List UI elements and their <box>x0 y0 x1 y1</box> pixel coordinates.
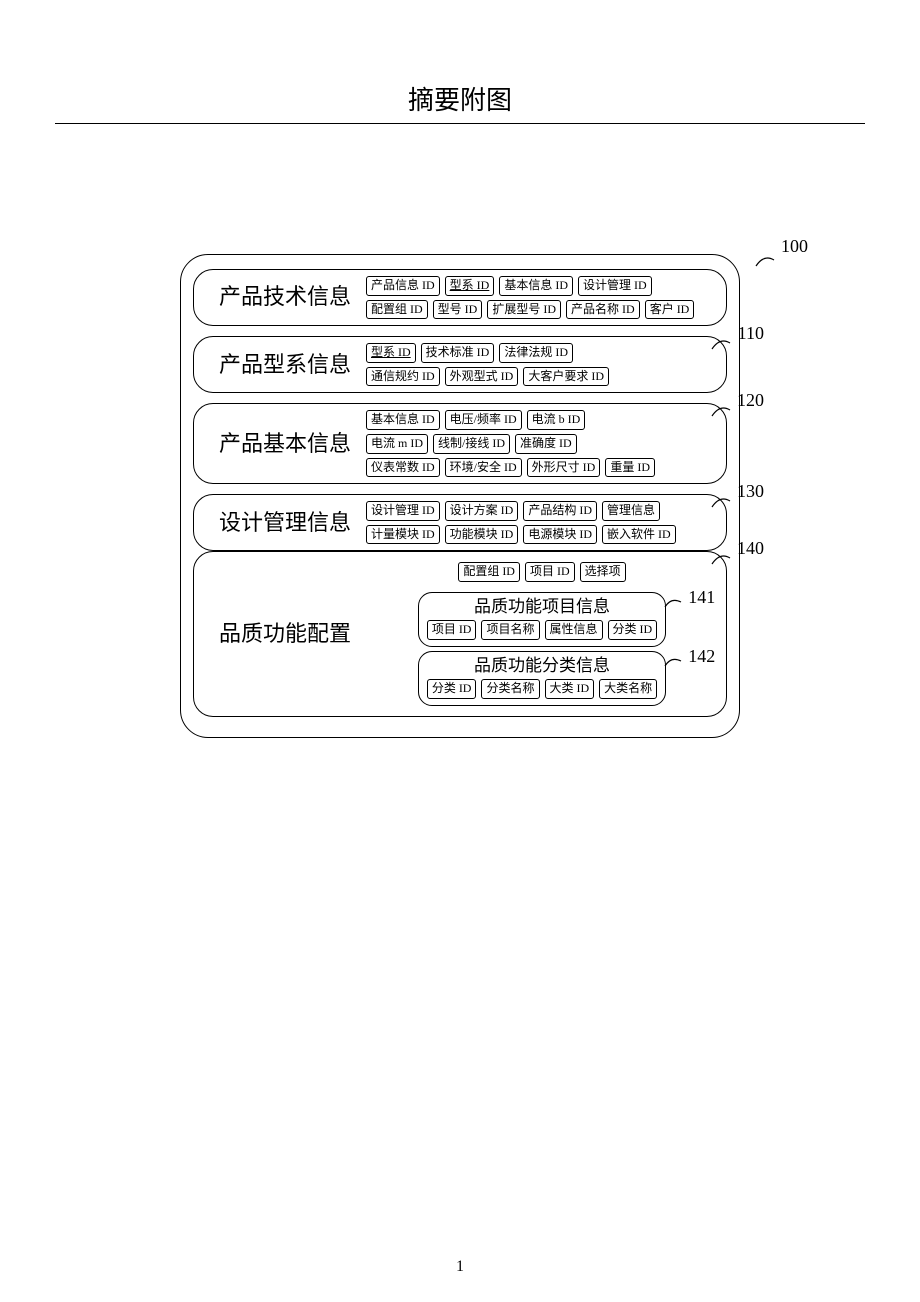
quality-func-config-body: 配置组 ID项目 ID选择项 品质功能项目信息项目 ID项目名称属性信息分类 I… <box>366 562 718 706</box>
id-tag: 产品名称 ID <box>566 300 640 320</box>
quality-class-info-title: 品质功能分类信息 <box>474 656 610 676</box>
tag-row: 产品信息 ID型系 ID基本信息 ID设计管理 ID <box>366 276 652 296</box>
product-basic-info-body: 基本信息 ID电压/频率 ID电流 b ID 电流 m ID线制/接线 ID准确度… <box>366 410 718 477</box>
id-tag: 客户 ID <box>645 300 695 320</box>
id-tag: 型系 ID <box>366 343 416 363</box>
id-tag: 项目 ID <box>427 620 477 640</box>
outer-container: 产品技术信息产品信息 ID型系 ID基本信息 ID设计管理 ID配置组 ID型号… <box>180 254 740 738</box>
id-tag: 计量模块 ID <box>366 525 440 545</box>
product-series-info-label: 产品型系信息 <box>202 343 366 386</box>
tag-row: 计量模块 ID功能模块 ID电源模块 ID嵌入软件 ID <box>366 525 676 545</box>
id-tag: 配置组 ID <box>366 300 428 320</box>
id-tag: 产品结构 ID <box>523 501 597 521</box>
tag-row: 型系 ID技术标准 ID法律法规 ID <box>366 343 573 363</box>
id-tag: 环境/安全 ID <box>445 458 522 478</box>
id-tag: 分类名称 <box>481 679 539 699</box>
page-number: 1 <box>0 1258 920 1276</box>
design-mgmt-info-label: 设计管理信息 <box>202 501 366 544</box>
design-mgmt-info-body: 设计管理 ID设计方案 ID产品结构 ID管理信息计量模块 ID功能模块 ID电… <box>366 501 718 544</box>
ref-curve-130 <box>710 493 732 513</box>
ref-curve-100 <box>754 252 776 272</box>
id-tag: 设计管理 ID <box>366 501 440 521</box>
tag-row: 项目 ID项目名称属性信息分类 ID <box>427 620 657 640</box>
ref-label-140: 140 <box>737 538 764 559</box>
id-tag: 产品信息 ID <box>366 276 440 296</box>
product-basic-info-label: 产品基本信息 <box>202 410 366 477</box>
id-tag: 基本信息 ID <box>499 276 573 296</box>
ref-curve-142 <box>663 654 685 674</box>
id-tag: 设计管理 ID <box>578 276 652 296</box>
id-tag: 分类 ID <box>608 620 658 640</box>
tag-row: 设计管理 ID设计方案 ID产品结构 ID管理信息 <box>366 501 660 521</box>
id-tag: 管理信息 <box>602 501 660 521</box>
ref-label-120: 120 <box>737 390 764 411</box>
id-tag: 电压/频率 ID <box>445 410 522 430</box>
id-tag: 电流 m ID <box>366 434 428 454</box>
ref-label-141: 141 <box>688 587 715 608</box>
quality-class-info-block: 品质功能分类信息分类 ID分类名称大类 ID大类名称142 <box>418 651 666 706</box>
id-tag: 项目名称 <box>481 620 539 640</box>
quality-item-info-block: 品质功能项目信息项目 ID项目名称属性信息分类 ID141 <box>418 592 666 647</box>
diagram-wrap: 100 产品技术信息产品信息 ID型系 ID基本信息 ID设计管理 ID配置组 … <box>180 254 740 738</box>
id-tag: 嵌入软件 ID <box>602 525 676 545</box>
id-tag: 大类名称 <box>599 679 657 699</box>
tag-row: 仪表常数 ID环境/安全 ID外形尺寸 ID重量 ID <box>366 458 655 478</box>
tag-row: 基本信息 ID电压/频率 ID电流 b ID <box>366 410 585 430</box>
product-tech-info-body: 产品信息 ID型系 ID基本信息 ID设计管理 ID 配置组 ID型号 ID扩展型… <box>366 276 718 319</box>
product-series-info-body: 型系 ID技术标准 ID法律法规 ID 通信规约 ID外观型式 ID大客户要求 I… <box>366 343 718 386</box>
id-tag: 仪表常数 ID <box>366 458 440 478</box>
product-series-info-section: 产品型系信息型系 ID技术标准 ID法律法规 ID 通信规约 ID外观型式 ID大… <box>193 336 727 393</box>
ref-curve-141 <box>663 595 685 615</box>
id-tag: 法律法规 ID <box>499 343 573 363</box>
ref-label-142: 142 <box>688 646 715 667</box>
tag-row: 电流 m ID线制/接线 ID准确度 ID <box>366 434 577 454</box>
id-tag: 外形尺寸 ID <box>527 458 601 478</box>
id-tag: 选择项 <box>580 562 626 582</box>
design-mgmt-info-section: 设计管理信息设计管理 ID设计方案 ID产品结构 ID管理信息计量模块 ID功能… <box>193 494 727 551</box>
tag-row: 分类 ID分类名称大类 ID大类名称 <box>427 679 657 699</box>
ref-curve-120 <box>710 402 732 422</box>
id-tag: 项目 ID <box>525 562 575 582</box>
product-tech-info-section: 产品技术信息产品信息 ID型系 ID基本信息 ID设计管理 ID 配置组 ID型号… <box>193 269 727 326</box>
id-tag: 配置组 ID <box>458 562 520 582</box>
tag-row: 通信规约 ID外观型式 ID大客户要求 ID <box>366 367 609 387</box>
id-tag: 分类 ID <box>427 679 477 699</box>
quality-top-row: 配置组 ID项目 ID选择项 <box>458 562 625 582</box>
id-tag: 大客户要求 ID <box>523 367 609 387</box>
product-basic-info-section: 产品基本信息基本信息 ID电压/频率 ID电流 b ID 电流 m ID线制/接线… <box>193 403 727 484</box>
ref-curve-140 <box>710 550 732 570</box>
id-tag: 电源模块 ID <box>523 525 597 545</box>
id-tag: 基本信息 ID <box>366 410 440 430</box>
id-tag: 属性信息 <box>545 620 603 640</box>
ref-curve-110 <box>710 335 732 355</box>
quality-func-config-label: 品质功能配置 <box>202 562 366 706</box>
id-tag: 扩展型号 ID <box>487 300 561 320</box>
id-tag: 型系 ID <box>445 276 495 296</box>
id-tag: 电流 b ID <box>527 410 586 430</box>
ref-label-100: 100 <box>781 236 808 257</box>
id-tag: 型号 ID <box>433 300 483 320</box>
id-tag: 技术标准 ID <box>421 343 495 363</box>
quality-func-config-section: 品质功能配置 配置组 ID项目 ID选择项 品质功能项目信息项目 ID项目名称属… <box>193 551 727 717</box>
id-tag: 外观型式 ID <box>445 367 519 387</box>
id-tag: 准确度 ID <box>515 434 577 454</box>
id-tag: 设计方案 ID <box>445 501 519 521</box>
id-tag: 功能模块 ID <box>445 525 519 545</box>
tag-row: 配置组 ID型号 ID扩展型号 ID产品名称 ID客户 ID <box>366 300 694 320</box>
title-underline <box>55 123 865 124</box>
product-tech-info-label: 产品技术信息 <box>202 276 366 319</box>
id-tag: 线制/接线 ID <box>433 434 510 454</box>
page-root: 摘要附图 100 产品技术信息产品信息 ID型系 ID基本信息 ID设计管理 I… <box>0 0 920 738</box>
quality-item-info-title: 品质功能项目信息 <box>474 597 610 617</box>
page-title: 摘要附图 <box>0 80 920 117</box>
id-tag: 重量 ID <box>605 458 655 478</box>
id-tag: 大类 ID <box>545 679 595 699</box>
ref-label-110: 110 <box>738 323 764 344</box>
id-tag: 通信规约 ID <box>366 367 440 387</box>
ref-label-130: 130 <box>737 481 764 502</box>
